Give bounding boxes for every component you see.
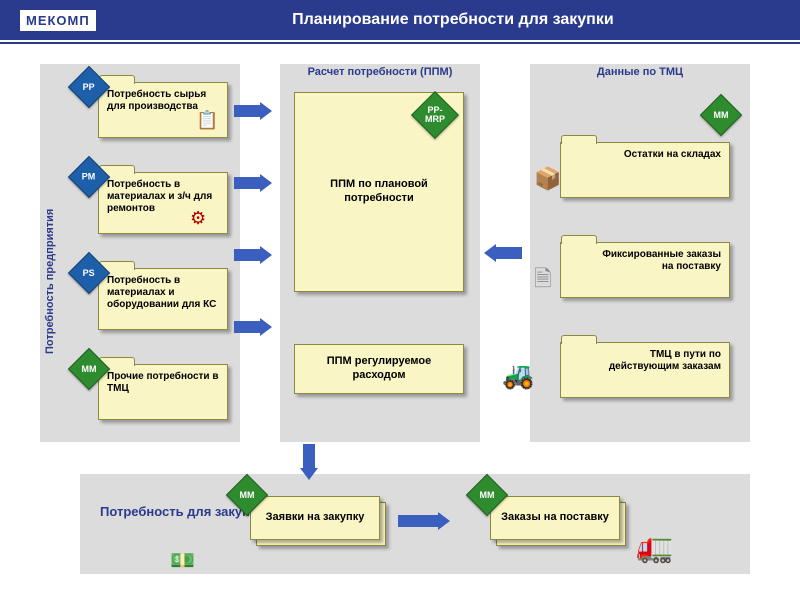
folder-fixed-text: Фиксированные заказы на поставку — [561, 243, 729, 279]
arrow-r-4 — [234, 318, 272, 336]
clipboard-icon: 📋 — [196, 110, 218, 131]
arrow-down — [300, 444, 318, 480]
center-title: Расчет потребности (ППМ) — [282, 66, 478, 78]
diamond-ps-label: PS — [83, 268, 95, 277]
diagram-canvas: Потребность предприятия Потребность сырь… — [0, 44, 800, 600]
truck-icon: 🚛 — [636, 530, 673, 565]
folder-mm-left: Прочие потребности в ТМЦ — [98, 364, 228, 420]
folder-fixed: Фиксированные заказы на поставку — [560, 242, 730, 298]
folder-ps-text: Потребность в материалах и оборудовании … — [99, 269, 227, 317]
diamond-pm-label: PM — [82, 173, 96, 182]
logo: МЕКОМП — [20, 10, 96, 31]
folder-stock-text: Остатки на складах — [561, 143, 729, 167]
diamond-mm-right-label: MM — [714, 111, 729, 120]
arrow-r-1 — [234, 102, 272, 120]
folder-mm-left-text: Прочие потребности в ТМЦ — [99, 365, 227, 401]
diamond-ppmrp-label: PP-MRP — [419, 106, 451, 124]
arrow-r-bottom — [398, 512, 450, 530]
right-title: Данные по ТМЦ — [560, 66, 720, 78]
gear-icon: ⚙ — [190, 208, 206, 229]
box-req-text: Заявки на закупку — [260, 505, 371, 531]
box-ppm-reg-text: ППМ регулируемое расходом — [295, 349, 463, 389]
page-title: Планирование потребности для закупки — [126, 11, 780, 29]
folder-transit: ТМЦ в пути по действующим заказам — [560, 342, 730, 398]
boxes-icon: 📦 — [534, 166, 561, 192]
arrow-r-3 — [234, 246, 272, 264]
folder-ps: Потребность в материалах и оборудовании … — [98, 268, 228, 330]
box-req: Заявки на закупку — [250, 496, 380, 540]
diamond-pp-label: PP — [83, 82, 95, 91]
header: МЕКОМП Планирование потребности для заку… — [0, 0, 800, 40]
arrow-l-1 — [484, 244, 522, 262]
box-ppm-reg: ППМ регулируемое расходом — [294, 344, 464, 394]
docs-icon: 🗎 — [534, 262, 552, 300]
folder-transit-text: ТМЦ в пути по действующим заказам — [561, 343, 729, 379]
folder-pm-text: Потребность в материалах и з/ч для ремон… — [99, 173, 227, 221]
left-panel-label: Потребность предприятия — [44, 134, 56, 354]
box-ord-text: Заказы на поставку — [495, 505, 615, 531]
diamond-mm-left-label: MM — [82, 365, 97, 374]
diamond-mm-b2-label: MM — [480, 491, 495, 500]
money-icon: 💵 — [170, 548, 195, 573]
box-ppm-plan-text: ППМ по плановой потребности — [295, 172, 463, 212]
folder-pm: Потребность в материалах и з/ч для ремон… — [98, 172, 228, 234]
folder-stock: Остатки на складах — [560, 142, 730, 198]
diamond-mm-b1-label: MM — [240, 491, 255, 500]
box-ord: Заказы на поставку — [490, 496, 620, 540]
arrow-r-2 — [234, 174, 272, 192]
forklift-icon: 🚜 — [502, 360, 534, 391]
